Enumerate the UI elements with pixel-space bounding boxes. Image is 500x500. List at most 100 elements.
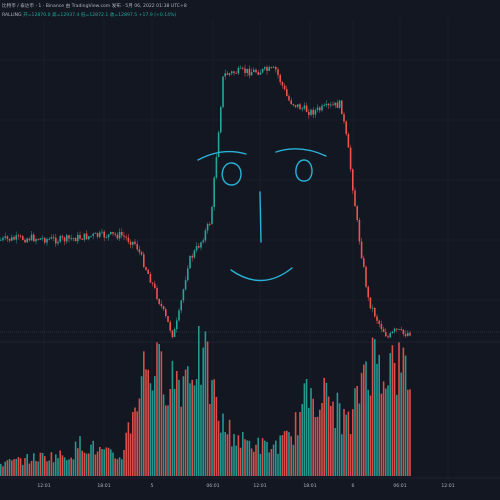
candle [44, 238, 46, 243]
candle [105, 237, 108, 239]
candle [158, 298, 160, 304]
volume-bar [96, 451, 99, 476]
volume-bar [233, 433, 235, 476]
volume-bar [110, 449, 112, 476]
candle [286, 89, 288, 97]
candle [24, 239, 26, 243]
volume-bar [259, 453, 262, 476]
volume-bar [28, 463, 31, 476]
volume-bar [239, 447, 242, 476]
right-brow [275, 148, 327, 157]
volume-bar [356, 385, 358, 476]
candle [259, 72, 262, 75]
candle [334, 102, 336, 106]
candle [154, 283, 156, 288]
volume-bar [409, 389, 411, 476]
volume-bar [85, 453, 88, 476]
candle [325, 103, 328, 106]
volume-bar [149, 383, 152, 476]
volume-bar [79, 436, 81, 476]
candle [213, 177, 215, 207]
candle [143, 254, 145, 268]
volume-bar [385, 388, 387, 476]
volume-bar [213, 379, 215, 476]
candle [264, 67, 266, 69]
candle [376, 316, 378, 321]
volume-bar [136, 411, 138, 476]
volume-bar [37, 461, 39, 476]
candle [220, 107, 222, 133]
volume-bar [99, 446, 101, 476]
volume-bar [114, 458, 116, 476]
candle [48, 238, 50, 240]
volume-bar [378, 354, 380, 476]
candle [382, 328, 385, 332]
candle [123, 235, 125, 237]
volume-bar [77, 448, 79, 476]
candle [209, 224, 211, 225]
candle [371, 307, 374, 309]
volume-bar [70, 457, 72, 476]
candle [169, 321, 171, 331]
candle [178, 310, 180, 321]
volume-bar [371, 337, 374, 476]
candle [255, 69, 257, 73]
volume-bar [248, 440, 251, 476]
candle [305, 105, 308, 112]
candle [292, 104, 295, 106]
volume-bar [178, 379, 180, 476]
candle [204, 230, 207, 241]
volume-bar [222, 413, 224, 476]
candle [11, 237, 13, 241]
face-drawing[interactable] [197, 148, 327, 282]
candle [171, 330, 174, 338]
volume-bar [393, 362, 396, 476]
volume-bar [275, 440, 277, 476]
candle [257, 72, 259, 75]
volume-bar [94, 454, 97, 476]
volume-bar [171, 360, 174, 476]
candle [224, 73, 226, 77]
candle [8, 238, 11, 241]
volume-bar [404, 355, 407, 476]
candle [365, 266, 367, 287]
volume-bar [338, 403, 341, 476]
volume-bar [132, 412, 134, 476]
volume-bar [277, 453, 279, 476]
candle [103, 231, 105, 238]
candle [52, 237, 55, 239]
volume-bar [319, 409, 321, 476]
volume-bar [6, 460, 9, 476]
right-eye [295, 159, 313, 182]
candle [2, 237, 4, 240]
volume-bar [336, 392, 339, 476]
volume-bar [116, 459, 119, 476]
candle [228, 73, 231, 75]
volume-bar [151, 390, 154, 476]
candle [149, 273, 152, 283]
candle [6, 236, 9, 239]
volume-bar [48, 460, 50, 476]
volume-bar [261, 438, 264, 476]
candle [321, 105, 323, 111]
candle [336, 102, 339, 108]
candle [74, 238, 77, 242]
candle [404, 334, 407, 337]
candle [246, 68, 248, 73]
candle [211, 206, 213, 225]
candle [184, 280, 187, 290]
candle [180, 300, 182, 311]
ohlc-values: 开=12870.0 高=12937.4 低=12872.1 收=12897.5 … [23, 13, 177, 18]
volume-bar [288, 432, 290, 476]
nose [259, 191, 262, 243]
volume-bar [349, 434, 352, 476]
volume-bar [369, 395, 372, 476]
volume-bar [310, 388, 312, 476]
volume-bar [255, 444, 257, 476]
candle [222, 76, 224, 108]
volume-bar [158, 344, 160, 476]
volume-bar [72, 459, 75, 476]
candle [250, 71, 253, 76]
candle [61, 236, 64, 238]
